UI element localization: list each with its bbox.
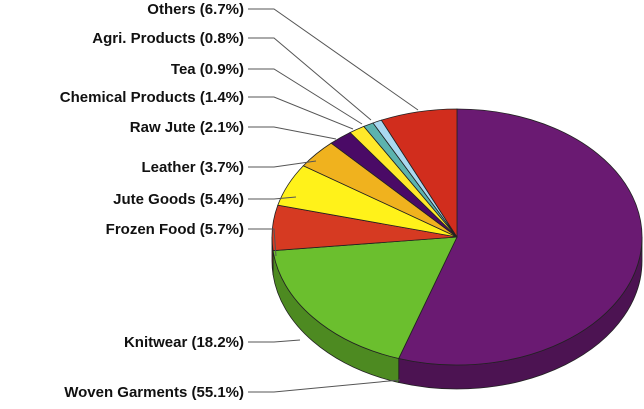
leader-lines <box>248 8 419 393</box>
slice-others <box>380 108 458 239</box>
label-chemical-products: Chemical Products (1.4%) <box>60 89 244 106</box>
slice-woven-garments <box>398 108 643 366</box>
leader-jute-goods <box>248 196 297 200</box>
label-jute-goods: Jute Goods (5.4%) <box>113 191 244 208</box>
label-raw-jute: Raw Jute (2.1%) <box>130 119 244 136</box>
leader-leather <box>248 160 317 168</box>
leader-frozen-food <box>248 228 277 257</box>
leader-others <box>248 8 419 111</box>
label-leather: Leather (3.7%) <box>141 159 244 176</box>
pie-slices <box>271 108 643 366</box>
slice-labels: Woven Garments (55.1%) Knitwear (18.2%) Fr… <box>60 1 244 401</box>
leader-chemical-products <box>248 96 354 130</box>
leader-knitwear <box>248 339 301 343</box>
label-woven-garments: Woven Garments (55.1%) <box>64 384 244 401</box>
slice-knitwear <box>272 236 458 359</box>
leader-woven-garments <box>248 379 401 393</box>
label-knitwear: Knitwear (18.2%) <box>124 334 244 351</box>
label-tea: Tea (0.9%) <box>171 61 244 78</box>
leader-raw-jute <box>248 126 337 140</box>
label-agri-products: Agri. Products (0.8%) <box>92 30 244 47</box>
leader-tea <box>248 68 363 125</box>
label-frozen-food: Frozen Food (5.7%) <box>106 221 244 238</box>
leader-agri-products <box>248 37 372 121</box>
label-others: Others (6.7%) <box>147 1 244 18</box>
